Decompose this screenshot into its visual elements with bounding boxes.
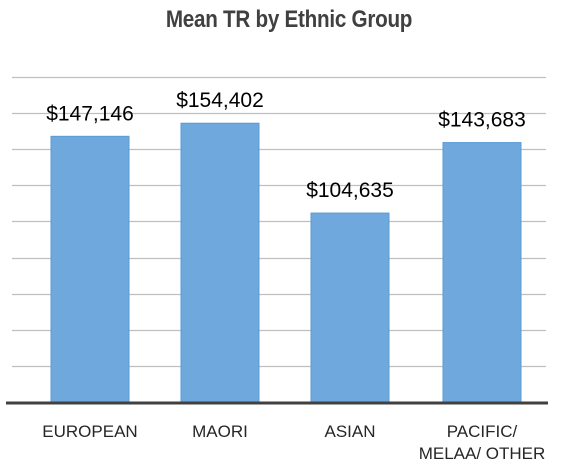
category-label: EUROPEAN: [42, 422, 137, 441]
data-label: $104,635: [306, 179, 394, 202]
category-label: MAORI: [192, 422, 248, 441]
data-label: $143,683: [438, 109, 526, 132]
bar: [180, 122, 260, 403]
data-label: $154,402: [176, 89, 264, 112]
bar: [50, 135, 130, 403]
bar: [442, 142, 522, 403]
category-label: PACIFIC/: [447, 422, 518, 441]
data-labels: $147,146 $154,402 $104,635 $143,683: [46, 89, 526, 202]
category-label: MELAA/ OTHER: [419, 444, 546, 463]
bars: [50, 122, 522, 403]
chart-title: Mean TR by Ethnic Group: [165, 6, 413, 33]
bar: [310, 212, 390, 403]
category-labels: EUROPEAN MAORI ASIAN PACIFIC/MELAA/ OTHER: [42, 422, 545, 463]
data-label: $147,146: [46, 102, 134, 125]
category-label: ASIAN: [324, 422, 375, 441]
